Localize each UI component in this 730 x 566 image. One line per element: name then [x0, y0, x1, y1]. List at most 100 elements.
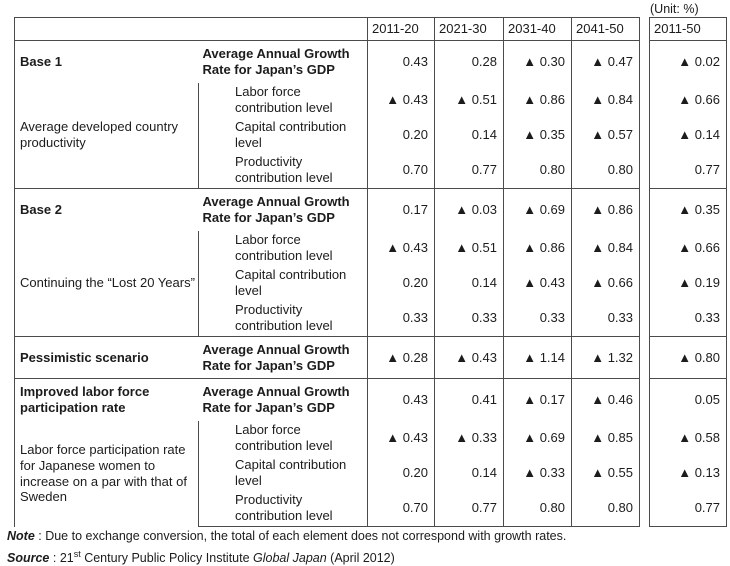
sub-row-capital: Capital contribution level 0.20 0.14 ▲ 0…	[15, 455, 640, 491]
header-empty-cell	[14, 17, 368, 41]
scenario-title: Base 2	[14, 188, 199, 231]
sub-value-cell: ▲ 0.33	[434, 420, 504, 456]
sub-row-capital: Capital contribution level 0.20 0.14 ▲ 0…	[15, 117, 640, 153]
gdp-value-cell: ▲ 0.46	[571, 378, 640, 421]
sub-value-cell: 0.14	[434, 117, 504, 153]
sub-metric-label: Productivity contribution level	[235, 302, 333, 334]
sub-value-cell: 0.70	[367, 490, 435, 527]
gdp-row-base1: Base 1 Average Annual Growth Rate for Ja…	[14, 40, 640, 83]
sub-value-cell: ▲ 0.43	[367, 420, 435, 456]
summary-value-cell: 0.33	[649, 300, 727, 337]
sub-value-cell: ▲ 0.66	[571, 265, 640, 301]
gdp-row-label: Average Annual Growth Rate for Japan’s G…	[198, 336, 368, 379]
sub-row-productivity: Productivity contribution level 0.70 0.7…	[15, 152, 640, 189]
sub-value-cell: 0.80	[503, 490, 572, 527]
sub-value-cell: 0.80	[503, 152, 572, 189]
sub-metric-label: Labor force contribution level	[235, 232, 333, 263]
sub-value-cell: 0.20	[367, 265, 435, 301]
sub-metric-label: Labor force contribution level	[235, 422, 333, 453]
sub-value-cell: 0.33	[571, 300, 640, 337]
source-date: (April 2012)	[326, 551, 395, 566]
source-institute: Century Public Policy Institute	[80, 551, 254, 566]
gdp-row-pessimistic: Pessimistic scenario Average Annual Grow…	[14, 336, 640, 379]
sub-value-cell: 0.70	[367, 152, 435, 189]
sub-value-cell: 0.33	[367, 300, 435, 337]
scenario-description: Average developed country productivity	[14, 82, 199, 189]
growth-rate-table: 2011-20 2021-30 2031-40 2041-50 Base 1 A…	[14, 17, 640, 527]
gdp-value-cell: 0.17	[367, 188, 435, 231]
sub-value-cell: ▲ 0.86	[503, 230, 572, 266]
note-text: Due to exchange conversion, the total of…	[45, 529, 567, 543]
gdp-row-improved: Improved labor force participation rate …	[14, 378, 640, 421]
gdp-value-cell: ▲ 0.30	[503, 40, 572, 83]
summary-value-cell: ▲ 0.66	[649, 82, 727, 118]
sub-row-labor: Average developed country productivity L…	[14, 82, 640, 189]
period-header: 2041-50	[571, 17, 640, 41]
note-separator: :	[34, 529, 46, 543]
scenario-description: Labor force participation rate for Japan…	[14, 420, 199, 527]
scenario-title: Base 1	[14, 40, 199, 83]
sub-value-cell: ▲ 0.57	[571, 117, 640, 153]
source-separator: :	[49, 551, 60, 566]
summary-value-cell: 0.05	[649, 378, 727, 421]
gdp-value-cell: 0.28	[434, 40, 504, 83]
sub-value-cell: ▲ 0.86	[503, 82, 572, 118]
sub-row-productivity: Productivity contribution level 0.70 0.7…	[15, 490, 640, 527]
scenario-title: Improved labor force participation rate	[14, 378, 199, 421]
sub-metric-label: Labor force contribution level	[235, 84, 333, 115]
summary-value-cell: 0.77	[649, 490, 727, 527]
gdp-value-cell: ▲ 0.03	[434, 188, 504, 231]
sub-metric-label: Productivity contribution level	[235, 154, 333, 186]
source-publication-title: Global Japan	[253, 551, 327, 566]
gdp-value-cell: ▲ 0.47	[571, 40, 640, 83]
sub-metric-label: Productivity contribution level	[198, 490, 368, 527]
period-header-row: 2011-20 2021-30 2031-40 2041-50	[14, 17, 640, 41]
sub-value-cell: 0.80	[571, 152, 640, 189]
summary-value-cell: ▲ 0.13	[649, 455, 727, 491]
summary-value-cell: ▲ 0.35	[649, 188, 727, 231]
sub-row-productivity: Productivity contribution level 0.33 0.3…	[15, 300, 640, 337]
note-line: Note : Due to exchange conversion, the t…	[7, 529, 566, 543]
summary-column-table: 2011-50 ▲ 0.02 ▲ 0.66 ▲ 0.14 0.77 ▲ 0.35…	[649, 17, 727, 527]
sub-value-cell: 0.14	[434, 265, 504, 301]
summary-value-cell: ▲ 0.14	[649, 117, 727, 153]
gdp-value-cell: ▲ 0.86	[571, 188, 640, 231]
sub-value-cell: ▲ 0.84	[571, 230, 640, 266]
scenario-title: Pessimistic scenario	[14, 336, 199, 379]
sub-value-cell: 0.77	[434, 152, 504, 189]
period-header: 2011-20	[367, 17, 435, 41]
period-header: 2031-40	[503, 17, 572, 41]
sub-value-cell: ▲ 0.51	[434, 82, 504, 118]
gdp-value-cell: 0.43	[367, 40, 435, 83]
gdp-value-cell: 0.41	[434, 378, 504, 421]
gdp-value-cell: ▲ 0.17	[503, 378, 572, 421]
gdp-value-cell: ▲ 0.43	[434, 336, 504, 379]
summary-value-cell: ▲ 0.58	[649, 420, 727, 456]
gdp-row-label: Average Annual Growth Rate for Japan’s G…	[198, 378, 368, 421]
sub-row-labor: Continuing the “Lost 20 Years” Labor for…	[14, 230, 640, 337]
sub-value-cell: ▲ 0.43	[367, 82, 435, 118]
gdp-value-cell: ▲ 1.14	[503, 336, 572, 379]
sub-value-cell: 0.33	[434, 300, 504, 337]
sub-value-cell: 0.77	[434, 490, 504, 527]
scenario-description: Continuing the “Lost 20 Years”	[14, 230, 199, 337]
summary-value-cell: ▲ 0.66	[649, 230, 727, 266]
gdp-value-cell: ▲ 1.32	[571, 336, 640, 379]
summary-value-cell: ▲ 0.19	[649, 265, 727, 301]
sub-value-cell: 0.14	[434, 455, 504, 491]
sub-metric-label: Capital contribution level	[235, 457, 347, 488]
gdp-row-base2: Base 2 Average Annual Growth Rate for Ja…	[14, 188, 640, 231]
gdp-value-cell: ▲ 0.28	[367, 336, 435, 379]
source-superscript: st	[73, 549, 81, 559]
sub-value-cell: ▲ 0.51	[434, 230, 504, 266]
gdp-row-label: Average Annual Growth Rate for Japan’s G…	[198, 188, 368, 231]
sub-row-capital: Capital contribution level 0.20 0.14 ▲ 0…	[15, 265, 640, 301]
sub-value-cell: ▲ 0.69	[503, 420, 572, 456]
sub-value-cell: ▲ 0.43	[367, 230, 435, 266]
sub-value-cell: ▲ 0.84	[571, 82, 640, 118]
sub-value-cell: ▲ 0.43	[503, 265, 572, 301]
source-line: Source : 21st Century Public Policy Inst…	[7, 549, 395, 565]
unit-label: (Unit: %)	[650, 2, 699, 16]
sub-value-cell: 0.20	[367, 117, 435, 153]
sub-metric-label: Capital contribution level	[235, 267, 347, 298]
